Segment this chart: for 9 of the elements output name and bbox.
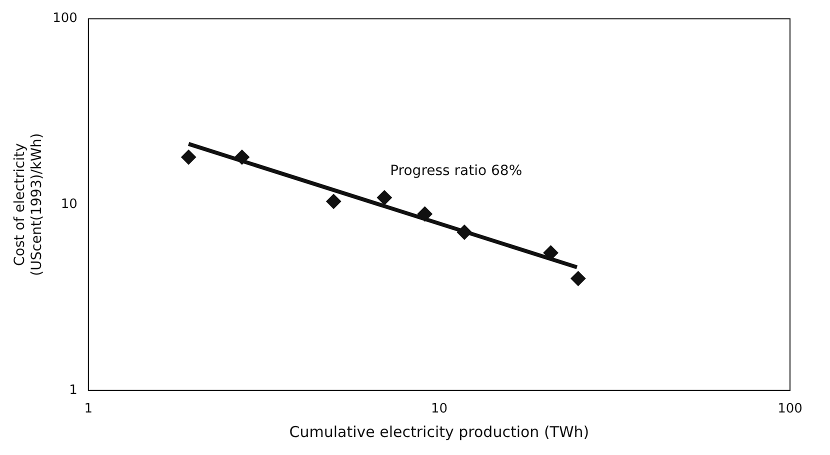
x-tick-label: 10 xyxy=(430,402,448,417)
y-tick-label: 1 xyxy=(69,382,78,398)
y-tick-label: 10 xyxy=(60,196,78,212)
x-tick-label: 1 xyxy=(84,402,93,417)
x-tick-label: 100 xyxy=(778,402,802,417)
y-axis-title: Cost of electricity (UScent(1993)/kWh) xyxy=(12,133,45,276)
y-tick-label: 100 xyxy=(52,11,78,26)
x-axis-title: Cumulative electricity production (TWh) xyxy=(289,422,590,441)
annotation: Progress ratio 68% xyxy=(390,162,522,179)
